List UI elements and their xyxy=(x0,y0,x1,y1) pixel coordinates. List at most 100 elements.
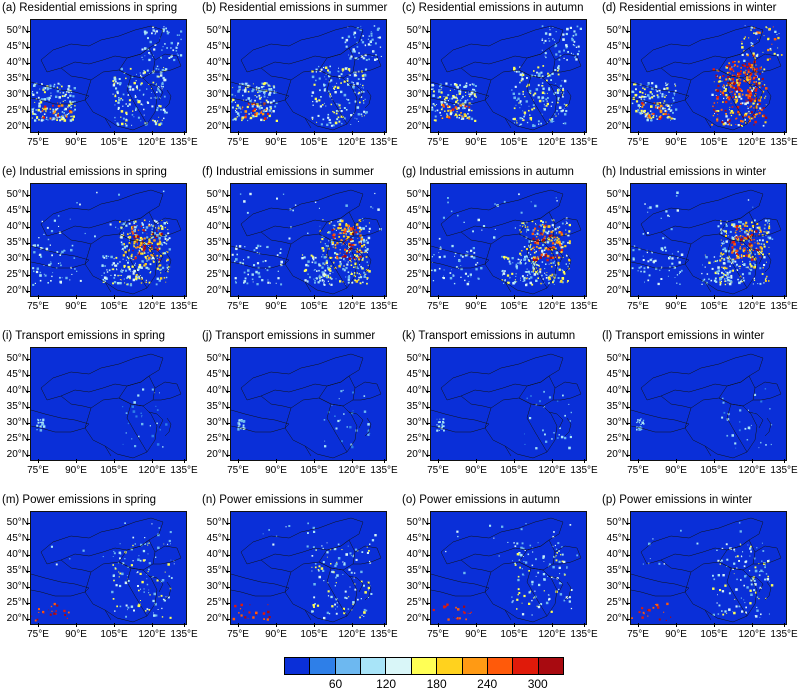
emission-cell xyxy=(355,280,359,283)
latitude-label: 20°N xyxy=(206,613,229,624)
emission-cell xyxy=(719,80,721,83)
emission-cell xyxy=(126,245,128,248)
boundary-line xyxy=(518,375,556,407)
emission-cell xyxy=(518,553,521,556)
emission-cell xyxy=(166,264,168,266)
emission-cell xyxy=(143,247,146,250)
emission-cell xyxy=(163,95,166,98)
emission-cell xyxy=(654,106,657,109)
emission-cell xyxy=(318,570,320,572)
emission-cell xyxy=(118,571,120,573)
emission-cell xyxy=(366,277,367,279)
emission-cell xyxy=(722,262,726,265)
emission-cell xyxy=(725,224,728,227)
emission-cell xyxy=(329,549,332,551)
emission-cell xyxy=(553,276,556,279)
emission-cell xyxy=(560,233,564,237)
boundary-line xyxy=(104,403,148,457)
emission-cell xyxy=(240,427,242,430)
emission-cell xyxy=(554,544,556,547)
emission-cell xyxy=(314,261,317,264)
emission-cell xyxy=(763,84,766,86)
emission-cell xyxy=(748,62,751,65)
emission-cell xyxy=(442,418,445,421)
emission-cell xyxy=(632,258,635,261)
emission-cell xyxy=(347,236,350,239)
emission-cell xyxy=(48,263,51,266)
emission-cell xyxy=(750,111,753,114)
emission-cell xyxy=(152,26,155,29)
longitude-label: 90°E xyxy=(265,137,287,148)
emission-cell xyxy=(546,232,549,235)
emission-cell xyxy=(103,276,107,280)
emission-cell xyxy=(738,220,741,224)
boundary-line xyxy=(318,539,356,571)
emission-cell xyxy=(358,273,360,275)
emission-cell xyxy=(438,252,440,254)
emission-cell xyxy=(728,119,731,122)
emission-cell xyxy=(727,82,729,84)
emission-cell xyxy=(67,106,69,109)
emission-cell xyxy=(244,616,247,619)
emission-cell xyxy=(242,94,244,97)
emission-cell xyxy=(780,54,783,56)
emission-cell xyxy=(365,256,368,258)
emission-cell xyxy=(331,242,334,246)
latitude-tick xyxy=(26,275,30,276)
emission-cell xyxy=(330,79,333,82)
emission-cell xyxy=(449,112,452,116)
emission-cell xyxy=(519,73,522,76)
emission-cell xyxy=(562,94,564,96)
emission-cell xyxy=(369,562,372,564)
emission-cell xyxy=(47,238,50,241)
emission-cell xyxy=(464,253,468,257)
emission-cell xyxy=(547,237,550,241)
latitude-label: 50°N xyxy=(406,189,429,200)
emission-cell xyxy=(754,98,757,100)
emission-cell xyxy=(34,282,36,284)
boundary-line xyxy=(318,375,356,407)
emission-cell xyxy=(749,112,751,114)
boundary-line xyxy=(564,581,572,601)
emission-cell xyxy=(134,220,137,223)
emission-cell xyxy=(727,82,730,85)
emission-cell xyxy=(157,241,159,243)
emission-cell xyxy=(166,32,169,35)
boundary-line xyxy=(31,573,90,597)
emission-cell xyxy=(723,90,725,92)
emission-cell xyxy=(65,276,68,280)
emission-cell xyxy=(725,240,728,243)
emission-cell xyxy=(353,274,356,277)
emission-cell xyxy=(152,56,153,58)
emission-cell xyxy=(324,84,327,86)
emission-cell xyxy=(138,589,140,592)
emission-cell xyxy=(154,602,157,606)
emission-cell xyxy=(653,95,656,97)
emission-cell xyxy=(724,100,728,104)
emission-cell xyxy=(149,250,152,252)
panel-title: (k) Transport emissions in autumn xyxy=(402,330,576,342)
emission-cell xyxy=(131,253,133,256)
emission-cell xyxy=(134,264,136,266)
emission-cell xyxy=(729,106,731,108)
emission-cell xyxy=(52,112,55,115)
emission-cell xyxy=(518,559,521,562)
emission-cell xyxy=(529,92,532,94)
emission-cell xyxy=(341,244,343,246)
emission-cell xyxy=(724,280,727,282)
emission-cell xyxy=(319,279,322,282)
emission-cell xyxy=(330,221,332,223)
emission-cell xyxy=(679,271,682,273)
emission-cell xyxy=(576,53,579,56)
emission-cell xyxy=(560,109,563,113)
emission-cell xyxy=(729,72,731,74)
emission-cell xyxy=(732,270,734,272)
emission-cell xyxy=(242,262,244,265)
emission-cell xyxy=(519,102,522,104)
longitude-label: 75°E xyxy=(227,137,249,148)
emission-cell xyxy=(656,106,660,109)
emission-cell xyxy=(360,25,362,27)
emission-cell xyxy=(746,60,748,62)
emission-cell xyxy=(568,231,570,233)
emission-cell xyxy=(333,87,335,90)
